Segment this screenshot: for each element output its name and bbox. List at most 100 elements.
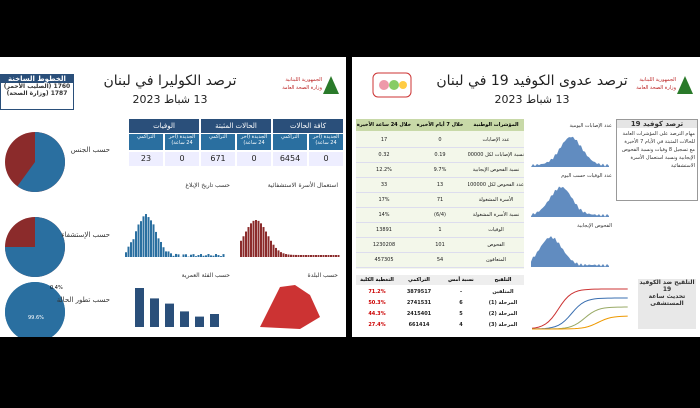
chart-title: عدد الوفيات حسب اليوم (561, 173, 612, 179)
cell: 71 (412, 193, 468, 208)
bar (320, 255, 322, 257)
value: 0 (165, 152, 199, 166)
bar (130, 242, 132, 257)
bar (252, 220, 255, 257)
bar (220, 256, 222, 257)
cell: 0.19 (412, 148, 468, 163)
header: التغطية الكلية (356, 275, 398, 285)
bar (332, 255, 335, 257)
bar (210, 255, 212, 257)
line (531, 297, 628, 330)
bar (242, 236, 245, 257)
bar (137, 224, 140, 257)
cell: - (459, 289, 463, 295)
bar (145, 214, 147, 257)
bar (317, 255, 320, 257)
bar (290, 254, 292, 257)
pie-slice (5, 217, 65, 277)
group-header: الوفيات (129, 119, 199, 133)
cell: الأسرة المشغولة (468, 193, 524, 208)
bar (285, 254, 287, 257)
cell: 54 (412, 253, 468, 268)
bar (302, 254, 305, 257)
cell: عدد الفحوص لكل 100000 (468, 178, 524, 193)
bar (192, 254, 195, 257)
cell: 6 (459, 300, 463, 306)
value: 0 (309, 152, 343, 166)
cell: 27.4% (368, 322, 386, 328)
box-text: مهام الترصد على المؤشرات العامة للحالات … (621, 131, 695, 169)
pie-charts: حسب الجنس حسب الإستشفاء حسب تطور الحالة 0.4… (5, 132, 110, 337)
bar (307, 254, 310, 257)
side-label: حسب الجنس (71, 146, 110, 154)
logo (677, 76, 693, 94)
bar (195, 256, 197, 257)
bar (240, 240, 242, 257)
bar (165, 251, 167, 257)
hotline-line: 1760 (الصليب الأحمر) (3, 83, 71, 90)
header: خلال 7 أيام الأخيرة (412, 119, 468, 131)
bar (172, 255, 175, 257)
bar (250, 223, 252, 257)
cell: 13 (412, 178, 468, 193)
summary-table: كافة الحالات الجديدة (آخر 24 ساعة) 0 التراك… (128, 119, 344, 175)
cell: 5 (459, 311, 463, 317)
bar (152, 224, 155, 257)
bar (147, 217, 150, 257)
covid-panel: ترصد عدوى الكوفيد 19 في لبنان 13 شباط 20… (352, 57, 700, 337)
vaccination-table: التلقيح نسبة أمس التراكمي التغطية الكلية الم… (356, 275, 524, 333)
chart-title: حسب تاريخ الإبلاغ (185, 182, 230, 189)
ministry: الجمهورية اللبنانية (639, 77, 676, 83)
cell: المرحلة (3) (488, 322, 518, 328)
cell: 2415401 (406, 311, 432, 317)
hotline-line: 1787 (وزارة الصحة) (6, 90, 68, 97)
cell: 71.2% (368, 289, 386, 295)
header: التراكمي (398, 275, 440, 285)
map (260, 285, 320, 329)
bar (125, 252, 127, 257)
bar (287, 254, 290, 257)
pie-label: 0.4% (50, 285, 63, 291)
area (531, 186, 609, 217)
sub-header: الجديدة (آخر 24 ساعة) (165, 134, 199, 150)
bar (140, 221, 142, 257)
box-line: المستشفى (650, 300, 684, 307)
cell: نسبة الأسرة المشغولة (468, 208, 524, 223)
cell: 101 (412, 238, 468, 253)
bar (165, 303, 174, 327)
cell: 17% (356, 193, 412, 208)
bar (195, 316, 204, 327)
bar (265, 231, 267, 257)
side-label: حسب الإستشفاء (61, 231, 110, 239)
bar (217, 255, 220, 257)
chart-title: عدد الإصابات اليومية (569, 123, 612, 129)
bar (185, 254, 187, 257)
bar (212, 255, 215, 257)
bar (260, 223, 262, 257)
cell: المتعافون (468, 253, 524, 268)
bar (160, 241, 162, 257)
ministry: وزارة الصحة العامة (282, 85, 322, 91)
bar (127, 246, 130, 257)
bar (142, 216, 145, 257)
area (531, 236, 609, 267)
chart-title: استعمال الأسرة الاستشفائية (268, 181, 339, 189)
bar (200, 254, 202, 257)
covid-box: ترصد كوفيد 19 مهام الترصد على المؤشرات ا… (616, 119, 698, 201)
bar (157, 238, 160, 257)
line (531, 288, 628, 329)
bar (170, 253, 172, 257)
bar (215, 254, 217, 257)
bar (197, 255, 200, 257)
bar (202, 255, 205, 257)
bar (180, 311, 189, 327)
bar (292, 254, 295, 257)
cell: 457305 (356, 253, 412, 268)
bar (322, 255, 325, 257)
line (531, 315, 628, 330)
cell: 1230208 (356, 238, 412, 253)
campaign-logo (372, 72, 412, 98)
bar (257, 220, 260, 257)
cell: 13891 (356, 223, 412, 238)
cell: 33 (356, 178, 412, 193)
